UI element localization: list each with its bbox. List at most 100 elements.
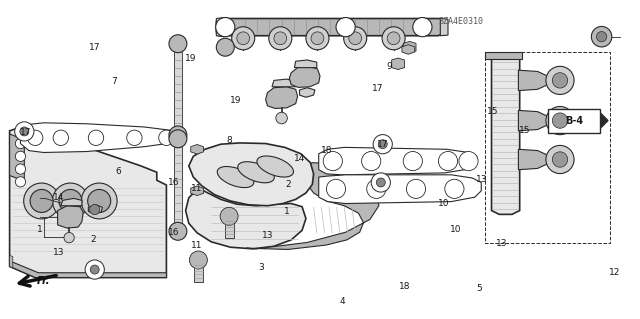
Polygon shape	[289, 66, 320, 87]
Circle shape	[81, 183, 117, 219]
Circle shape	[362, 152, 381, 171]
Circle shape	[387, 32, 400, 45]
Text: 10: 10	[450, 225, 461, 234]
Bar	[174, 140, 182, 230]
Polygon shape	[440, 19, 448, 36]
Circle shape	[169, 126, 187, 144]
Circle shape	[24, 183, 60, 219]
Text: 2: 2	[285, 180, 291, 189]
Circle shape	[406, 179, 426, 198]
Circle shape	[15, 151, 26, 161]
Text: 15: 15	[487, 107, 499, 115]
Text: 2: 2	[90, 235, 95, 244]
Circle shape	[52, 183, 88, 219]
Polygon shape	[58, 206, 83, 228]
Circle shape	[237, 32, 250, 45]
Bar	[485, 52, 610, 243]
Polygon shape	[598, 111, 608, 130]
Circle shape	[64, 233, 74, 243]
Circle shape	[459, 152, 478, 171]
Text: 13: 13	[53, 248, 65, 256]
Circle shape	[591, 26, 612, 47]
Text: 5: 5	[476, 284, 481, 293]
Circle shape	[169, 130, 187, 148]
Circle shape	[373, 135, 392, 154]
Circle shape	[53, 130, 68, 145]
Circle shape	[403, 152, 422, 171]
Circle shape	[367, 179, 386, 198]
Polygon shape	[485, 52, 522, 59]
Text: 13: 13	[476, 175, 487, 184]
Circle shape	[438, 152, 458, 171]
Text: 11: 11	[191, 241, 203, 250]
Circle shape	[90, 265, 99, 274]
Polygon shape	[20, 123, 178, 152]
Circle shape	[276, 112, 287, 124]
Circle shape	[15, 122, 34, 141]
Polygon shape	[186, 188, 306, 249]
Polygon shape	[294, 60, 317, 68]
Polygon shape	[266, 87, 298, 108]
Bar	[174, 45, 182, 133]
Polygon shape	[10, 126, 166, 278]
Circle shape	[323, 152, 342, 171]
Circle shape	[274, 32, 287, 45]
Polygon shape	[319, 147, 477, 175]
Circle shape	[28, 130, 43, 145]
Polygon shape	[10, 255, 13, 268]
Text: Fr.: Fr.	[36, 276, 51, 286]
Circle shape	[269, 27, 292, 50]
Bar	[225, 219, 234, 238]
Bar	[548, 108, 600, 133]
Circle shape	[232, 27, 255, 50]
Text: 9: 9	[387, 62, 392, 71]
Circle shape	[336, 18, 355, 37]
Text: 7: 7	[111, 77, 116, 86]
Circle shape	[349, 32, 362, 45]
Circle shape	[306, 27, 329, 50]
Circle shape	[546, 145, 574, 174]
Circle shape	[220, 207, 238, 225]
Circle shape	[216, 38, 234, 56]
Text: 10: 10	[438, 199, 449, 208]
Circle shape	[169, 35, 187, 53]
Circle shape	[596, 32, 607, 42]
Text: B-4: B-4	[565, 115, 583, 126]
Circle shape	[371, 173, 390, 192]
Text: 8: 8	[227, 137, 232, 145]
Circle shape	[445, 179, 464, 198]
Circle shape	[15, 164, 26, 174]
Circle shape	[344, 27, 367, 50]
Circle shape	[378, 140, 387, 149]
Text: 6: 6	[116, 167, 121, 176]
Polygon shape	[216, 18, 225, 37]
Text: 11: 11	[191, 184, 203, 193]
Text: 14: 14	[53, 193, 65, 202]
Circle shape	[189, 251, 207, 269]
Text: 16: 16	[168, 178, 180, 187]
Circle shape	[216, 18, 235, 37]
Circle shape	[127, 130, 142, 145]
Circle shape	[88, 189, 111, 212]
Text: 1: 1	[37, 225, 42, 234]
Circle shape	[159, 130, 174, 145]
Text: 17: 17	[372, 84, 383, 93]
Text: 1: 1	[284, 207, 289, 216]
Polygon shape	[403, 41, 416, 53]
Polygon shape	[191, 186, 204, 196]
Polygon shape	[272, 79, 296, 87]
Circle shape	[59, 189, 82, 212]
Ellipse shape	[257, 156, 294, 177]
Text: 14: 14	[294, 154, 305, 163]
Text: 12: 12	[609, 268, 620, 277]
Polygon shape	[319, 175, 481, 204]
Polygon shape	[518, 70, 554, 91]
Polygon shape	[88, 205, 102, 214]
Polygon shape	[246, 163, 379, 249]
Polygon shape	[189, 143, 314, 206]
Circle shape	[413, 18, 432, 37]
Circle shape	[546, 107, 574, 135]
Circle shape	[382, 27, 405, 50]
Circle shape	[311, 32, 324, 45]
Circle shape	[169, 222, 187, 240]
